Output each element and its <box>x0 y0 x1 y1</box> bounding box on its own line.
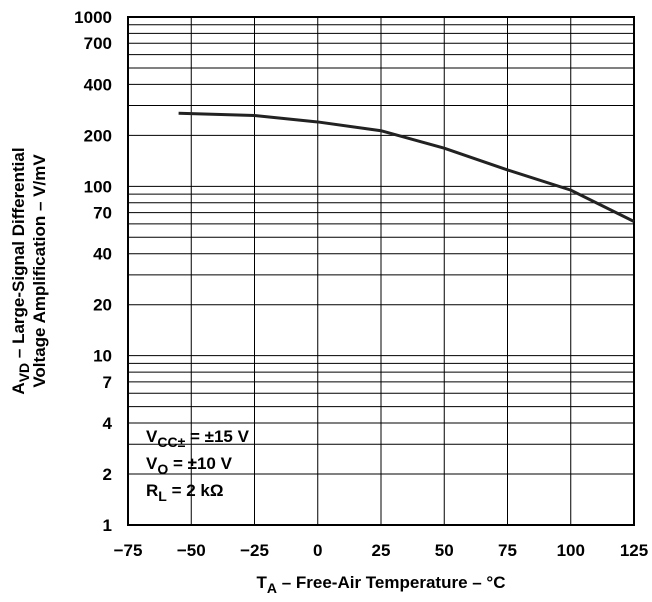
annotation: RL = 2 kΩ <box>146 481 223 504</box>
y-axis-label-rest: – Large-Signal Differential <box>9 147 28 362</box>
y-axis-label: AVD – Large-Signal Differential <box>9 147 32 394</box>
y-tick-label: 2 <box>103 465 112 484</box>
annotation-sub: L <box>158 488 167 504</box>
annotation-main: R <box>146 481 158 500</box>
y-tick-label: 1000 <box>74 8 112 27</box>
x-tick-label: −25 <box>240 541 269 560</box>
x-tick-label: 50 <box>435 541 454 560</box>
x-tick-label: 75 <box>498 541 517 560</box>
y-axis-label-sub: VD <box>16 363 32 382</box>
x-axis-label: TA – Free-Air Temperature – °C <box>256 573 505 596</box>
y-tick-label: 40 <box>93 245 112 264</box>
y-tick-label: 20 <box>93 296 112 315</box>
y-tick-label: 4 <box>103 414 113 433</box>
annotation: VCC± = ±15 V <box>146 427 250 450</box>
x-tick-label: 0 <box>313 541 322 560</box>
x-tick-label: 125 <box>620 541 648 560</box>
y-tick-label: 400 <box>84 75 112 94</box>
x-tick-label: −75 <box>114 541 143 560</box>
y-axis-label-main: A <box>9 382 28 394</box>
annotation: VO = ±10 V <box>146 454 233 477</box>
x-axis-label-sub: A <box>267 580 277 596</box>
y-tick-label: 1 <box>103 516 112 535</box>
x-tick-label: 25 <box>372 541 391 560</box>
annotation-sub: CC± <box>157 434 185 450</box>
annotation-main: V <box>146 427 158 446</box>
y-tick-label: 200 <box>84 126 112 145</box>
y-tick-label: 70 <box>93 204 112 223</box>
plot-frame <box>127 16 635 526</box>
annotation-rest: = ±10 V <box>168 454 232 473</box>
x-tick-label: −50 <box>177 541 206 560</box>
x-axis-label-rest: – Free-Air Temperature – °C <box>277 573 506 592</box>
annotation-sub: O <box>157 461 168 477</box>
y-tick-label: 700 <box>84 34 112 53</box>
y-tick-label: 7 <box>103 373 112 392</box>
y-axis-label-main: Voltage Amplification – V/mV <box>30 154 49 388</box>
x-tick-label: 100 <box>557 541 585 560</box>
data-line <box>178 111 635 223</box>
y-tick-label: 100 <box>84 177 112 196</box>
x-axis-label-main: T <box>256 573 267 592</box>
annotation-rest: = 2 kΩ <box>167 481 224 500</box>
annotation-rest: = ±15 V <box>185 427 249 446</box>
y-tick-label: 10 <box>93 347 112 366</box>
annotation-main: V <box>146 454 158 473</box>
y-axis-label: Voltage Amplification – V/mV <box>30 154 49 388</box>
